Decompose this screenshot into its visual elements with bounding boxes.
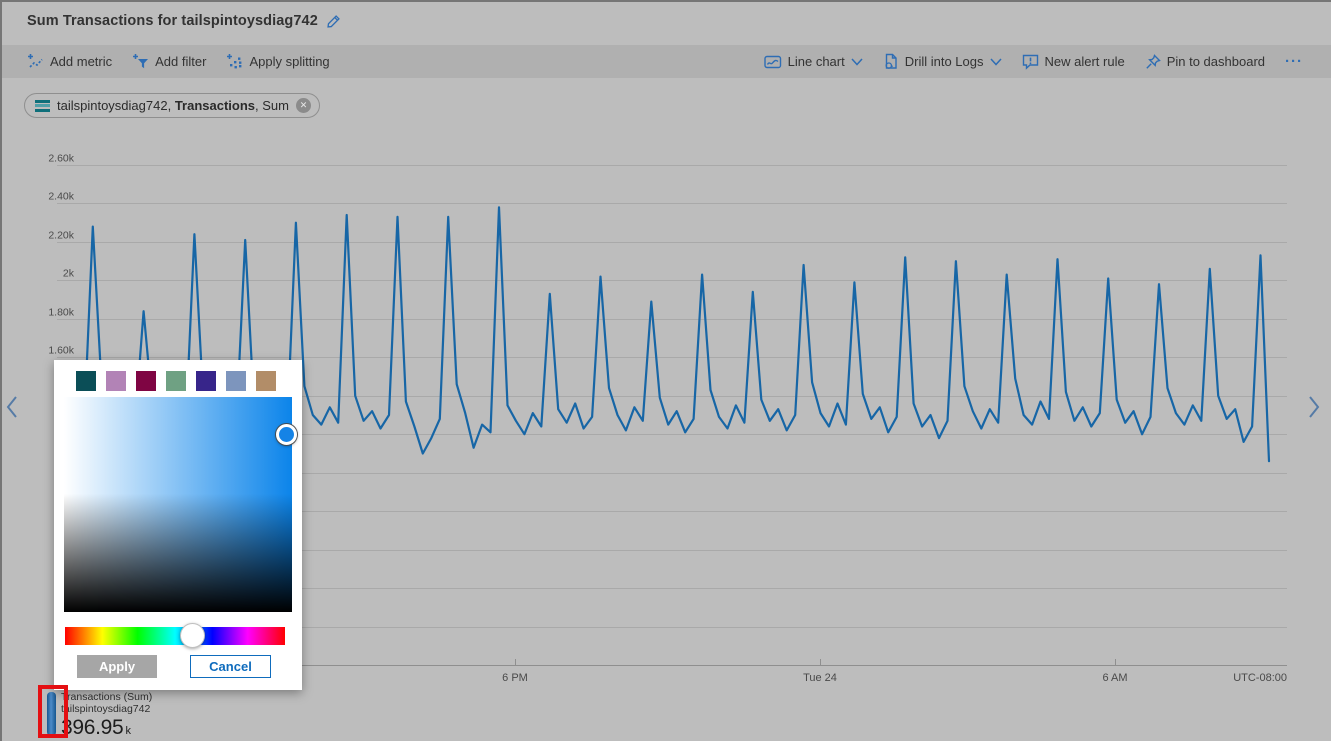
color-swatch-bluegray[interactable] <box>226 371 246 391</box>
chart-scroll-right-button[interactable] <box>1307 395 1321 419</box>
apply-button[interactable]: Apply <box>77 655 157 678</box>
color-swatch-indigo[interactable] <box>196 371 216 391</box>
apply-splitting-icon <box>227 54 242 69</box>
svg-text:UTC-08:00: UTC-08:00 <box>1233 672 1287 684</box>
svg-text:2.20k: 2.20k <box>48 230 74 242</box>
chart-type-button[interactable]: Line chart <box>763 54 863 70</box>
add-filter-label: Add filter <box>155 54 207 69</box>
svg-text:6 PM: 6 PM <box>502 672 528 684</box>
legend-total-value: 396.95 k <box>61 716 131 739</box>
apply-splitting-button[interactable]: Apply splitting <box>226 53 330 70</box>
color-swatch-teal[interactable] <box>76 371 96 391</box>
svg-text:2k: 2k <box>63 268 75 280</box>
more-options-button[interactable]: ··· <box>1285 53 1303 70</box>
toolbar-right-group: Line chart Drill into Logs New alert rul… <box>763 53 1303 70</box>
chart-type-label: Line chart <box>787 54 845 69</box>
add-metric-button[interactable]: Add metric <box>27 53 112 70</box>
chart-scroll-left-button[interactable] <box>5 395 19 419</box>
series-color-bar[interactable] <box>47 692 56 736</box>
metric-pill-text: tailspintoysdiag742, Transactions, Sum <box>57 98 289 113</box>
drill-into-logs-label: Drill into Logs <box>904 54 984 69</box>
color-swatch-sage[interactable] <box>166 371 186 391</box>
chart-toolbar: Add metric Add filter Apply splitting <box>2 45 1331 78</box>
drill-into-logs-button[interactable]: Drill into Logs <box>883 53 1002 70</box>
hue-slider[interactable] <box>65 623 285 648</box>
remove-metric-icon[interactable]: ✕ <box>295 98 311 113</box>
document-icon <box>885 53 897 69</box>
color-selection-handle[interactable] <box>276 424 297 445</box>
cancel-button[interactable]: Cancel <box>190 655 271 678</box>
legend-text: Transactions (Sum) tailspintoysdiag742 3… <box>60 691 152 740</box>
legend-series-label: Transactions (Sum) <box>61 691 153 703</box>
metric-icon <box>35 99 50 112</box>
legend-unit: k <box>125 725 131 737</box>
saturation-brightness-field[interactable] <box>64 397 297 612</box>
svg-text:6 AM: 6 AM <box>1102 672 1127 684</box>
pin-to-dashboard-button[interactable]: Pin to dashboard <box>1145 53 1265 70</box>
edit-title-button[interactable] <box>326 14 341 29</box>
alert-icon <box>1022 54 1038 70</box>
hue-slider-handle[interactable] <box>180 623 205 648</box>
svg-text:1.80k: 1.80k <box>48 307 74 319</box>
color-swatch-row <box>76 371 276 391</box>
chart-legend[interactable]: Transactions (Sum) tailspintoysdiag742 3… <box>47 691 152 740</box>
color-swatch-mauve[interactable] <box>106 371 126 391</box>
color-swatch-maroon[interactable] <box>136 371 156 391</box>
pencil-icon <box>327 14 340 28</box>
add-metric-icon <box>28 54 43 68</box>
metric-pill[interactable]: tailspintoysdiag742, Transactions, Sum ✕ <box>24 93 320 118</box>
header: Sum Transactions for tailspintoysdiag742 <box>2 2 1331 45</box>
chevron-down-icon <box>989 57 1002 66</box>
svg-text:2.40k: 2.40k <box>48 191 74 203</box>
color-picker-dialog: Apply Cancel <box>54 360 302 690</box>
page-title: Sum Transactions for tailspintoysdiag742 <box>27 13 318 29</box>
svg-text:1.60k: 1.60k <box>48 345 74 357</box>
new-alert-rule-button[interactable]: New alert rule <box>1022 54 1125 70</box>
new-alert-rule-label: New alert rule <box>1044 54 1125 69</box>
svg-text:Tue 24: Tue 24 <box>803 672 837 684</box>
pin-icon <box>1146 53 1161 69</box>
add-filter-button[interactable]: Add filter <box>132 53 206 70</box>
line-chart-icon <box>763 55 781 68</box>
pin-to-dashboard-label: Pin to dashboard <box>1166 54 1265 69</box>
legend-resource-label: tailspintoysdiag742 <box>61 703 151 715</box>
apply-splitting-label: Apply splitting <box>249 54 330 69</box>
add-filter-icon <box>133 54 149 69</box>
color-swatch-tan[interactable] <box>256 371 276 391</box>
toolbar-left-group: Add metric Add filter Apply splitting <box>27 53 330 70</box>
add-metric-label: Add metric <box>50 54 113 69</box>
svg-text:2.60k: 2.60k <box>48 153 74 165</box>
chevron-down-icon <box>851 57 863 66</box>
